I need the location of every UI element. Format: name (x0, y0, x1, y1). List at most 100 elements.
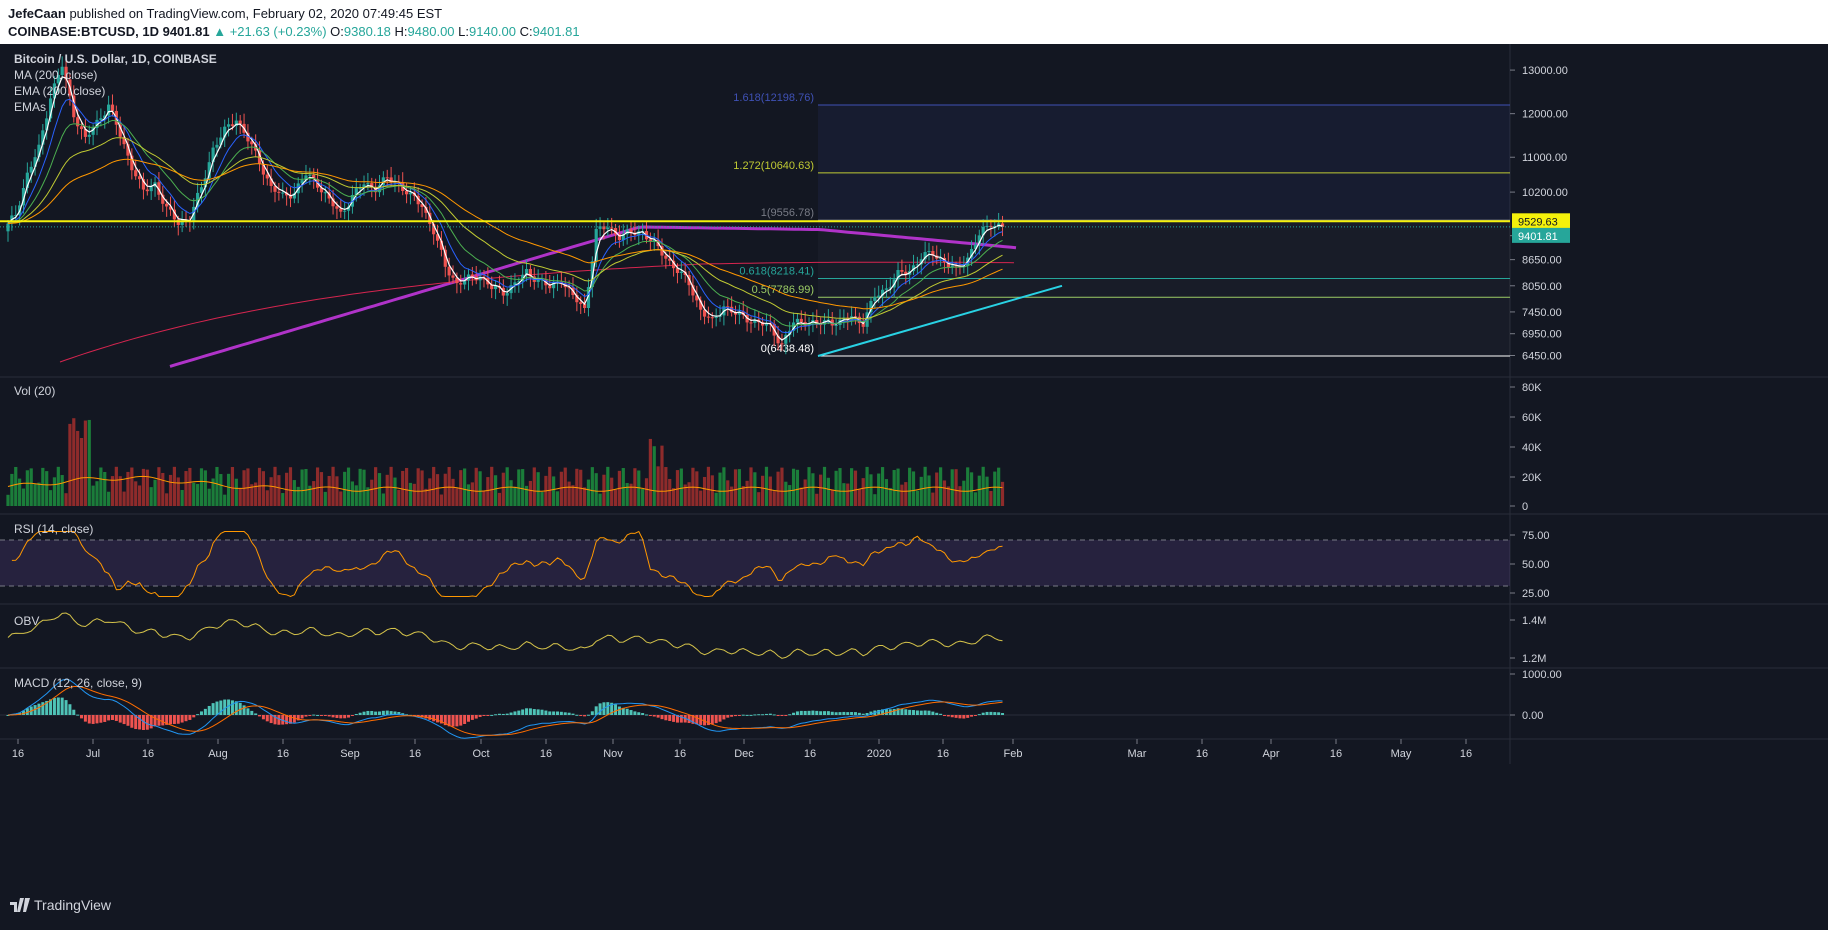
rsi-legend[interactable]: RSI (14, close) (14, 522, 94, 536)
tradingview-logo-icon[interactable] (10, 898, 30, 912)
volume-bar (304, 469, 308, 506)
volume-bar (861, 478, 865, 506)
candle (21, 187, 26, 206)
ma-legend[interactable]: MA (200, close) (14, 68, 98, 82)
macd-histogram-bar (370, 710, 374, 715)
volume-bar (439, 494, 444, 506)
macd-histogram-bar (668, 715, 672, 721)
volume-bar (629, 483, 633, 506)
volume-bar (52, 477, 57, 506)
candle (880, 289, 885, 296)
chart-area[interactable]: 14000.0013000.0012000.0011000.0010200.00… (0, 22, 1828, 882)
macd-histogram-bar (91, 715, 95, 724)
volume-bar (892, 470, 896, 506)
candle (219, 137, 223, 145)
macd-histogram-bar (172, 715, 176, 724)
volume-bar (107, 491, 111, 506)
macd-histogram-bar (41, 702, 45, 715)
volume-bar (873, 494, 877, 506)
volume-bar (935, 472, 939, 506)
price-tick-label: 7450.00 (1522, 307, 1562, 319)
candle (505, 293, 509, 296)
volume-bar (989, 490, 993, 506)
ema-21-line (7, 119, 1003, 327)
macd-histogram-bar (350, 715, 354, 716)
price-change: ▲ +21.63 (+0.23%) (213, 24, 327, 39)
candle (617, 234, 622, 241)
macd-histogram-bar (505, 713, 509, 715)
candle (997, 223, 1001, 227)
candle (702, 309, 707, 317)
macd-histogram-bar (319, 715, 323, 716)
volume-bar (296, 486, 300, 506)
volume-bar (312, 481, 316, 506)
candle (48, 98, 53, 119)
ema-legend[interactable]: EMA (200, close) (14, 84, 106, 98)
macd-histogram-bar (757, 714, 761, 716)
candle (76, 117, 80, 127)
volume-bar (606, 466, 610, 506)
candle (470, 274, 474, 277)
candle (165, 203, 169, 207)
chart-svg[interactable]: 14000.0013000.0012000.0011000.0010200.00… (0, 22, 1828, 882)
macd-histogram-bar (985, 711, 989, 715)
volume-bar (641, 488, 645, 506)
emas-legend[interactable]: EMAs (14, 100, 47, 114)
macd-histogram-bar (33, 705, 37, 715)
macd-histogram-bar (900, 708, 904, 715)
candle (900, 270, 904, 272)
volume-bar (153, 479, 157, 506)
macd-histogram-bar (648, 715, 652, 716)
macd-histogram-bar (184, 715, 188, 722)
volume-bar (687, 482, 691, 506)
candle (679, 271, 683, 274)
volume-bar (1000, 481, 1005, 506)
macd-histogram-bar (795, 711, 799, 715)
candle (621, 234, 625, 241)
candle (579, 302, 583, 304)
volume-bar (45, 471, 49, 506)
candle (567, 287, 571, 289)
candle (788, 330, 792, 335)
volume-bar (795, 469, 800, 506)
candle (869, 300, 873, 313)
macd-histogram-bar (203, 708, 207, 715)
resistance-price-label-box (1512, 213, 1570, 229)
candle (339, 208, 343, 212)
symbol-ohlc: COINBASE:BTCUSD, 1D 9401.81 ▲ +21.63 (+0… (8, 24, 580, 39)
time-tick-label: 16 (1330, 748, 1342, 760)
volume-bar (927, 475, 931, 506)
macd-histogram-bar (764, 713, 768, 715)
macd-histogram-bar (850, 712, 854, 715)
macd-histogram-bar (714, 715, 718, 724)
macd-histogram-bar (819, 711, 823, 715)
macd-histogram-bar (865, 712, 869, 715)
volume-bar (234, 478, 238, 506)
macd-histogram-bar (219, 700, 223, 715)
volume-bar (977, 475, 981, 506)
volume-bar (528, 480, 533, 506)
volume-bar (21, 488, 26, 506)
macd-histogram-bar (138, 715, 142, 730)
macd-histogram-bar (548, 711, 552, 715)
macd-legend[interactable]: MACD (12, 26, close, 9) (14, 676, 143, 690)
candle (575, 295, 579, 303)
volume-legend[interactable]: Vol (20) (14, 384, 56, 398)
macd-histogram-bar (784, 715, 788, 716)
candle (730, 306, 734, 313)
volume-bar (830, 489, 834, 506)
macd-histogram-bar (954, 715, 958, 718)
macd-histogram-bar (977, 714, 981, 716)
obv-legend[interactable]: OBV (14, 614, 40, 628)
last-price-label: 9401.81 (1518, 231, 1558, 243)
volume-tick-label: 40K (1522, 442, 1542, 454)
author-name[interactable]: JefeCaan (8, 6, 66, 21)
tradingview-brand[interactable]: TradingView (34, 897, 112, 913)
volume-bar (370, 479, 374, 506)
time-tick-label: Feb (1004, 748, 1023, 760)
low-value: 9140.00 (469, 24, 516, 39)
volume-bar (826, 477, 830, 506)
candle (366, 183, 370, 185)
price-tick-label: 6450.00 (1522, 350, 1562, 362)
chart-title: Bitcoin / U.S. Dollar, 1D, COINBASE (14, 52, 217, 66)
